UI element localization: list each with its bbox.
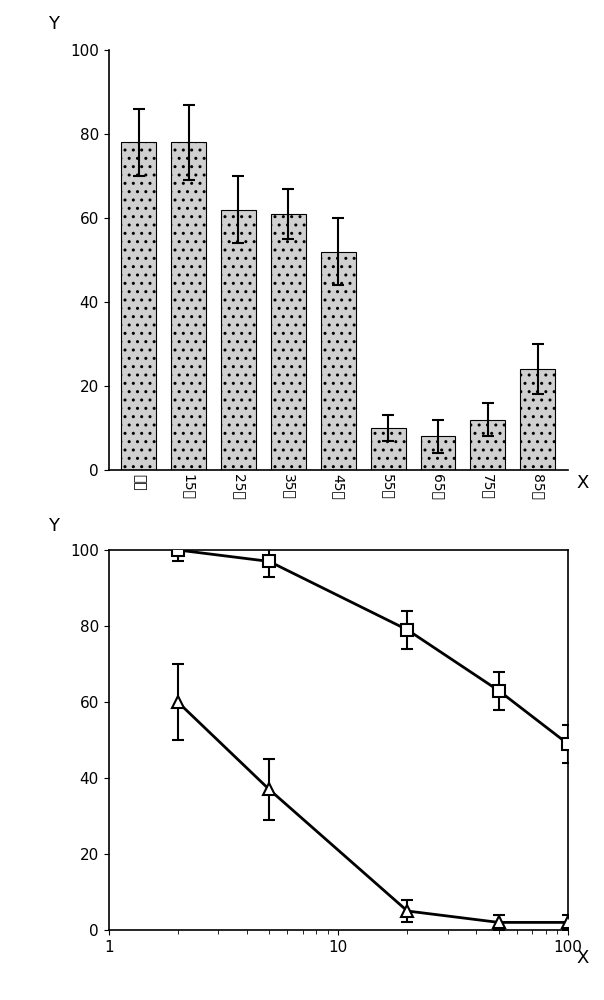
Y-axis label: Y: Y xyxy=(48,15,59,33)
Bar xyxy=(121,142,156,470)
Bar xyxy=(521,369,555,470)
Bar xyxy=(321,252,356,470)
Bar xyxy=(171,142,206,470)
Bar xyxy=(221,210,256,470)
Bar xyxy=(371,428,406,470)
Y-axis label: Y: Y xyxy=(48,517,59,535)
Bar xyxy=(471,420,506,470)
Text: X: X xyxy=(577,949,590,967)
Text: X: X xyxy=(577,474,590,492)
Bar xyxy=(420,436,455,470)
Bar xyxy=(271,214,306,470)
